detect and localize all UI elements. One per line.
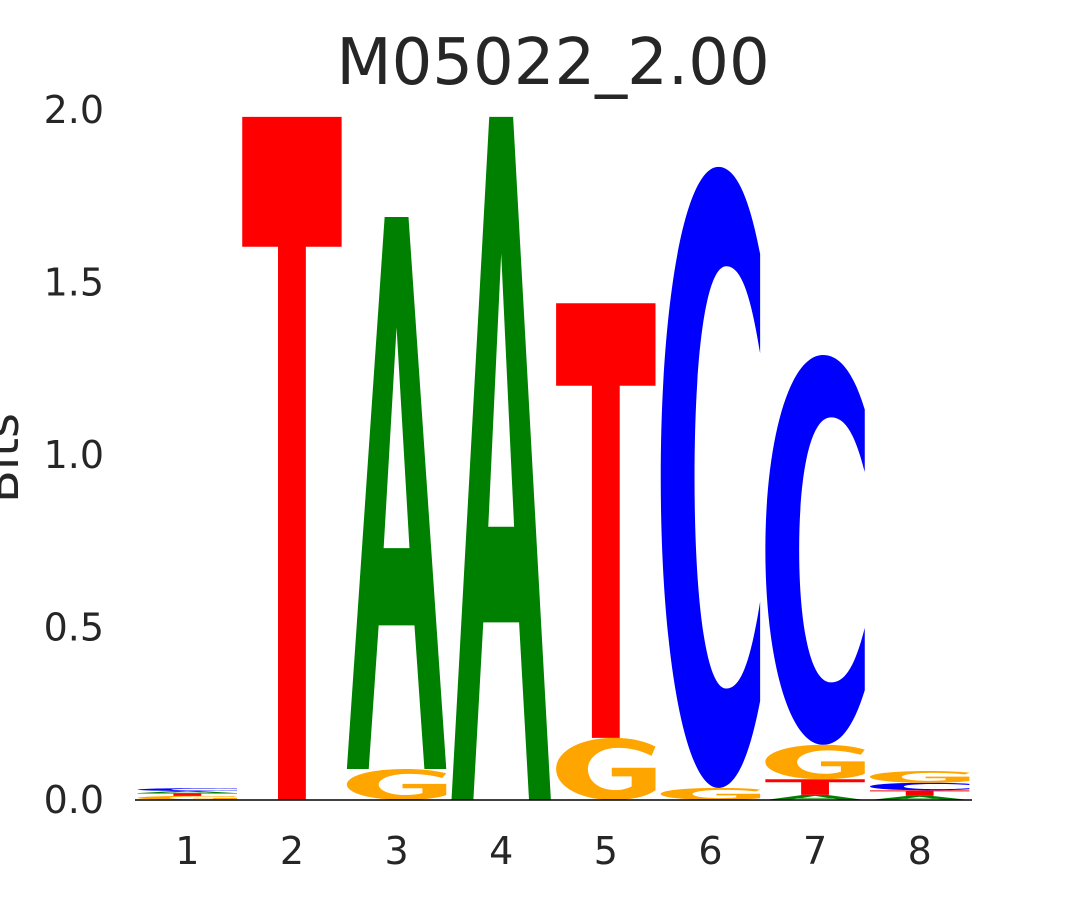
y-axis-ticks: 0.0 0.5 1.0 1.5 2.0 [44, 88, 104, 822]
y-tick-label: 2.0 [44, 88, 104, 132]
y-tick-label: 0.0 [44, 778, 104, 822]
logo-letter-t [137, 793, 238, 796]
y-tick-label: 1.5 [44, 261, 104, 305]
x-tick-label: 5 [594, 829, 618, 873]
logo-letter-c [765, 354, 865, 745]
x-tick-label: 6 [698, 829, 722, 873]
x-tick-label: 8 [908, 829, 932, 873]
logo-letter-g [137, 795, 238, 800]
logo-letter-g [869, 771, 970, 783]
logo-letter-t [765, 779, 865, 795]
logo-letter-g [346, 768, 447, 800]
logo-letter-t [869, 790, 970, 796]
y-axis-label: Bits [0, 413, 30, 503]
logo-letter-g [765, 744, 865, 780]
x-tick-label: 3 [384, 829, 408, 873]
logo-letter-c [869, 782, 970, 791]
logo-letter-a [137, 791, 238, 794]
x-tick-label: 7 [803, 829, 827, 873]
y-tick-label: 0.5 [44, 606, 104, 650]
x-tick-label: 4 [489, 829, 513, 873]
chart-title: M05022_2.00 [336, 26, 769, 100]
logo-letter-t [242, 116, 342, 800]
x-axis-ticks: 1 2 3 4 5 6 7 8 [175, 829, 932, 873]
logo-letter-a [346, 216, 447, 769]
logo-letter-a [765, 794, 865, 800]
logo-letter-g [556, 737, 656, 800]
logo-letter-c [137, 788, 238, 792]
logo-letter-a [869, 795, 970, 800]
x-tick-label: 1 [175, 829, 199, 873]
logo-letter-c [660, 166, 761, 788]
logo-letters [137, 116, 970, 800]
logo-letter-a [451, 116, 551, 800]
logo-letter-t [556, 303, 656, 738]
y-tick-label: 1.0 [44, 433, 104, 477]
x-tick-label: 2 [280, 829, 304, 873]
logo-letter-g [660, 787, 761, 800]
